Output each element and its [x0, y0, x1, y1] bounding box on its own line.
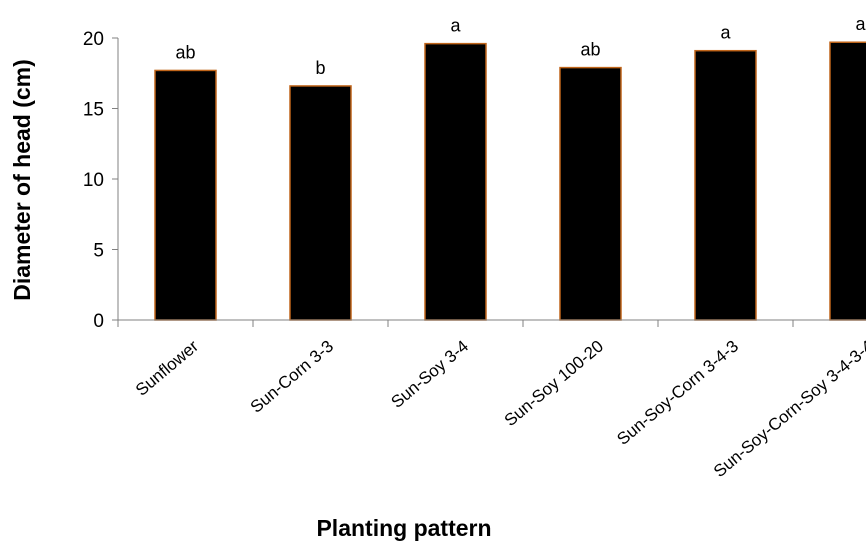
x-tick-label: Sun-Soy-Corn 3-4-3 — [613, 337, 742, 449]
significance-label: b — [315, 58, 325, 78]
significance-label: a — [855, 14, 866, 34]
y-tick-label: 10 — [83, 170, 104, 191]
axes-group — [112, 37, 866, 327]
x-axis-title: Planting pattern — [316, 515, 491, 541]
significance-label: ab — [580, 40, 600, 60]
bars-group — [154, 41, 866, 321]
y-tick-label: 5 — [93, 241, 104, 262]
x-tick-label: Sun-Soy 100-20 — [501, 337, 607, 431]
significance-labels: ab b a ab a a — [175, 14, 866, 78]
y-tick-labels: 0 5 10 15 20 — [83, 29, 104, 332]
bar — [289, 85, 352, 321]
significance-label: ab — [175, 42, 195, 62]
bar — [559, 66, 622, 321]
significance-label: a — [450, 16, 461, 36]
bar — [154, 69, 217, 321]
x-tick-label: Sun-Soy 3-4 — [387, 337, 472, 412]
y-tick-label: 15 — [83, 100, 104, 121]
y-axis-title: Diameter of head (cm) — [9, 59, 35, 301]
bar — [829, 41, 866, 321]
y-tick-label: 20 — [83, 29, 104, 50]
x-tick-labels: Sunflower Sun-Corn 3-3 Sun-Soy 3-4 Sun-Soy … — [132, 336, 866, 481]
bar — [694, 49, 757, 321]
x-tick-label: Sunflower — [132, 336, 202, 399]
x-tick-label: Sun-Corn 3-3 — [247, 337, 337, 417]
y-tick-label: 0 — [93, 311, 104, 332]
significance-label: a — [720, 23, 731, 43]
bar — [424, 42, 487, 321]
